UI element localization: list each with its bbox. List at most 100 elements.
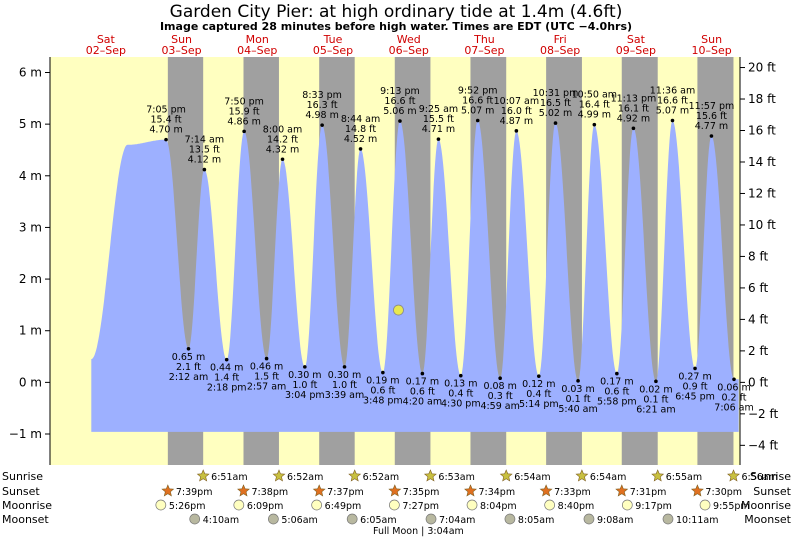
- tide-area: [91, 120, 739, 432]
- high-tide-metres: 4.92 m: [617, 113, 650, 124]
- low-tide-metres: 0.44 m: [210, 363, 243, 374]
- sunset-time: 7:39pm: [176, 487, 213, 498]
- low-tide-feet: 0.6 ft: [370, 386, 395, 397]
- high-tide-feet: 15.6 ft: [696, 111, 727, 122]
- day-labels: Sat02–SepSun03–SepMon04–SepTue05–SepWed0…: [86, 33, 732, 57]
- sunrise-time: 6:53am: [438, 472, 474, 483]
- low-tide-point: [654, 379, 658, 384]
- low-tide-time: 6:21 am: [636, 404, 675, 415]
- moonrise-time: 8:04pm: [480, 501, 517, 512]
- low-tide-time: 5:40 am: [558, 404, 597, 415]
- low-tide-feet: 0.9 ft: [683, 381, 708, 392]
- right-tick-label: 16 ft: [748, 124, 776, 138]
- chart-subtitle: Image captured 28 minutes before high wa…: [160, 20, 632, 33]
- sunrise-icon: [272, 469, 286, 482]
- sunrise-icon: [348, 469, 362, 482]
- low-tide-point: [458, 373, 463, 378]
- high-tide-metres: 5.07 m: [461, 106, 494, 117]
- low-tide-point: [732, 377, 736, 382]
- tide-curve: [91, 120, 739, 432]
- sunset-row-label: Sunset: [2, 485, 40, 498]
- moonrise-row-label: Moonrise: [2, 499, 52, 512]
- high-tide-time: 11:57 pm: [689, 101, 735, 112]
- low-tide-point: [576, 379, 580, 383]
- high-tide-metres: 4.86 m: [227, 116, 260, 127]
- high-tide-time: 7:50 pm: [224, 96, 264, 107]
- low-tide-point: [264, 356, 269, 361]
- right-tick-label: −4 ft: [748, 438, 779, 452]
- high-tide-metres: 4.98 m: [305, 110, 338, 121]
- high-tide-feet: 14.2 ft: [267, 134, 298, 145]
- high-tide-point: [475, 118, 480, 123]
- day-date: 05–Sep: [313, 44, 353, 57]
- high-tide-feet: 15.4 ft: [151, 115, 182, 126]
- left-tick-label: 2 m: [19, 272, 42, 286]
- right-tick-label: −2 ft: [748, 407, 779, 421]
- right-tick-label: 10 ft: [748, 218, 776, 232]
- sunset-time: 7:37pm: [327, 487, 364, 498]
- high-tide-time: 10:31 pm: [533, 88, 579, 99]
- sunset-icon: [237, 484, 250, 497]
- high-tide-point: [202, 167, 207, 172]
- high-tide-time: 9:25 am: [419, 104, 458, 115]
- high-tide-metres: 4.71 m: [422, 124, 455, 135]
- low-tide-metres: 0.12 m: [522, 379, 555, 390]
- sunrise-icon: [575, 469, 589, 482]
- high-tide-time: 7:05 pm: [146, 105, 186, 116]
- sunrise-icon: [499, 469, 513, 482]
- low-tide-metres: 0.08 m: [483, 381, 516, 392]
- left-tick-label: 4 m: [19, 169, 42, 183]
- moonset-time: 4:10am: [203, 515, 239, 526]
- moonset-icon: [583, 513, 595, 525]
- high-tide-point: [553, 121, 558, 125]
- sunset-time: 7:31pm: [630, 487, 667, 498]
- sunrise-time: 6:55am: [666, 472, 702, 483]
- astro-events: Sunrise Sunrise 6:51am 6:52am 6:52am 6:53am 6:…: [2, 469, 792, 537]
- high-tide-feet: 16.1 ft: [618, 103, 649, 114]
- axes: −1 m 0 m 1 m 2 m 3 m 4 m 5 m 6 m −4 ft −2 ft 0 ft 2…: [9, 57, 779, 465]
- low-tide-feet: 0.4 ft: [448, 389, 473, 400]
- high-tide-feet: 16.6 ft: [384, 96, 415, 107]
- high-tide-time: 7:14 am: [185, 135, 224, 146]
- high-tide-point: [709, 134, 714, 138]
- high-tide-metres: 4.70 m: [149, 125, 182, 136]
- day-date: 10–Sep: [691, 44, 731, 57]
- low-tide-time: 3:48 pm: [363, 396, 403, 407]
- low-tide-point: [615, 371, 619, 376]
- high-tide-metres: 4.12 m: [188, 155, 221, 166]
- high-tide-time: 11:13 pm: [611, 93, 657, 104]
- moonrise-time: 6:09pm: [247, 501, 284, 512]
- high-tide-point: [280, 157, 285, 162]
- high-tide-feet: 16.0 ft: [501, 106, 532, 117]
- high-tide-time: 8:33 pm: [302, 90, 342, 101]
- high-tide-feet: 16.6 ft: [462, 96, 493, 107]
- low-tide-metres: 0.27 m: [678, 371, 711, 382]
- low-tide-feet: 0.6 ft: [410, 387, 435, 398]
- sunset-icon: [161, 484, 175, 497]
- high-tide-metres: 4.87 m: [500, 116, 533, 127]
- moonrise-icon: [466, 499, 478, 511]
- moonrise-icon: [621, 499, 633, 511]
- left-tick-label: 1 m: [19, 324, 42, 338]
- moonset-time: 9:08am: [597, 515, 633, 526]
- low-tide-time: 4:20 am: [403, 397, 442, 408]
- day-of-week: Sun: [701, 33, 722, 46]
- right-tick-label: 12 ft: [748, 186, 776, 200]
- sunrise-icon: [423, 469, 437, 482]
- sunrise-time: 6:52am: [363, 472, 399, 483]
- low-tide-metres: 0.03 m: [561, 384, 594, 395]
- high-tide-metres: 4.99 m: [578, 110, 611, 121]
- low-tide-feet: 2.1 ft: [176, 362, 201, 373]
- high-tide-metres: 4.77 m: [695, 121, 728, 132]
- sunset-time: 7:30pm: [705, 487, 742, 498]
- moonset-icon: [189, 513, 201, 525]
- day-of-week: Wed: [397, 33, 421, 46]
- low-tide-point: [303, 365, 307, 369]
- low-tide-metres: 0.06 m: [717, 382, 750, 393]
- moonset-row-label: Moonset: [2, 513, 49, 526]
- low-tide-feet: 0.4 ft: [526, 389, 551, 400]
- low-tide-feet: 0.2 ft: [721, 392, 746, 403]
- low-tide-point: [342, 365, 347, 369]
- sunset-icon: [464, 484, 477, 497]
